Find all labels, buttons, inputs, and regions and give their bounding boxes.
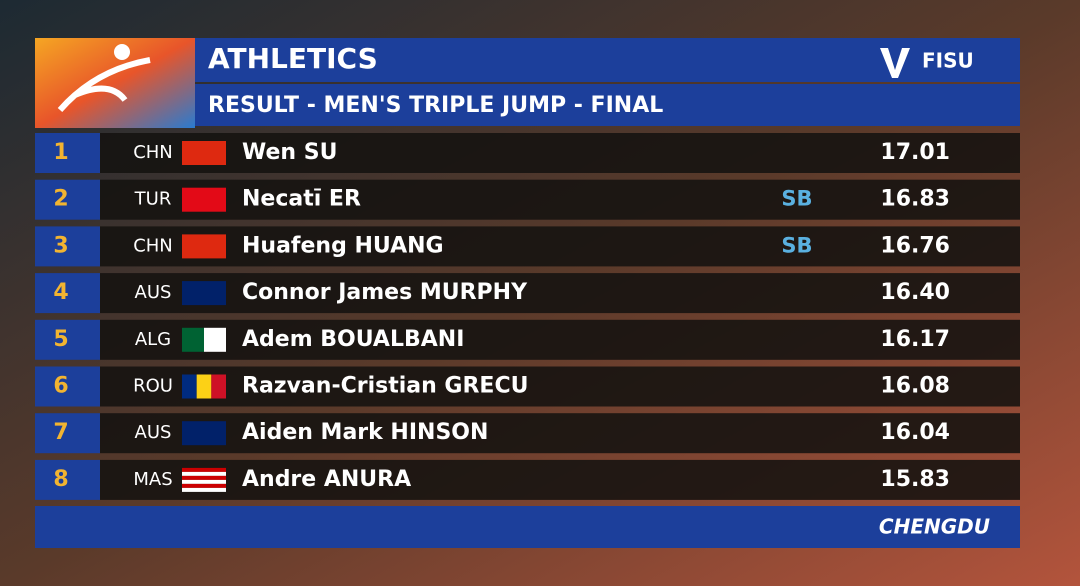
mark: 15.83 bbox=[880, 467, 950, 492]
rank: 6 bbox=[53, 374, 68, 399]
country: AUS bbox=[135, 282, 172, 303]
flag bbox=[182, 483, 226, 488]
flag bbox=[196, 374, 212, 399]
row-band bbox=[100, 413, 1020, 454]
location: CHENGDU bbox=[879, 515, 990, 539]
athlete-name: Wen SU bbox=[242, 140, 337, 165]
rank-box bbox=[35, 319, 100, 360]
rank-box bbox=[35, 366, 100, 407]
note: SB bbox=[781, 187, 812, 211]
athlete-name: Necatī ER bbox=[242, 187, 361, 212]
athlete-name: Adem BOUALBANI bbox=[242, 327, 464, 352]
title: ATHLETICS bbox=[208, 42, 378, 75]
country: ALG bbox=[135, 329, 171, 350]
rank-box bbox=[35, 226, 100, 267]
row-band bbox=[100, 459, 1020, 500]
rank: 7 bbox=[53, 420, 68, 445]
rank: 4 bbox=[53, 280, 68, 305]
rank-box bbox=[35, 133, 100, 173]
country: CHN bbox=[133, 235, 173, 256]
results: 1 CHN Wen SU 17.01 2 TUR Necatī ER SB 16.83 3 CHN H… bbox=[35, 133, 1020, 500]
flag bbox=[211, 374, 226, 399]
note: SB bbox=[781, 233, 812, 257]
flag bbox=[182, 374, 197, 399]
flag bbox=[182, 479, 226, 484]
title-band bbox=[35, 38, 1020, 82]
athlete-name: Aiden Mark HINSON bbox=[242, 420, 488, 445]
rank: 8 bbox=[53, 467, 68, 492]
flag bbox=[182, 281, 226, 306]
rank-box bbox=[35, 459, 100, 500]
rank: 5 bbox=[53, 327, 68, 352]
flag bbox=[182, 467, 226, 472]
row-band bbox=[100, 179, 1020, 220]
country: AUS bbox=[135, 422, 172, 443]
athlete-name: Razvan-Cristian GRECU bbox=[242, 374, 528, 399]
row-band bbox=[100, 273, 1020, 314]
mark: 16.08 bbox=[880, 374, 950, 399]
rank-box bbox=[35, 273, 100, 314]
rank-box bbox=[35, 179, 100, 220]
flag bbox=[182, 327, 204, 352]
mark: 16.83 bbox=[880, 187, 950, 212]
mark: 16.76 bbox=[880, 233, 950, 258]
flag bbox=[182, 187, 226, 212]
rank: 3 bbox=[53, 233, 68, 258]
country: MAS bbox=[133, 469, 172, 490]
mark: 16.40 bbox=[880, 280, 950, 305]
flag bbox=[204, 327, 226, 352]
rank-box bbox=[35, 413, 100, 454]
flag bbox=[182, 141, 226, 165]
row-band bbox=[100, 226, 1020, 267]
footer-band bbox=[35, 506, 1020, 548]
rank: 2 bbox=[53, 187, 68, 212]
subtitle-band bbox=[195, 84, 1020, 126]
flag bbox=[182, 475, 226, 480]
fisu-mark bbox=[880, 48, 910, 78]
row-band bbox=[100, 319, 1020, 360]
athlete-name: Andre ANURA bbox=[242, 467, 411, 492]
row-band bbox=[100, 366, 1020, 407]
rank: 1 bbox=[53, 140, 68, 165]
athlete-name: Connor James MURPHY bbox=[242, 280, 528, 305]
mark: 17.01 bbox=[880, 140, 950, 165]
subtitle: RESULT - MEN'S TRIPLE JUMP - FINAL bbox=[208, 93, 663, 118]
flag bbox=[182, 471, 226, 476]
flag bbox=[182, 234, 226, 259]
country: CHN bbox=[133, 142, 173, 163]
mark: 16.04 bbox=[880, 420, 950, 445]
mark: 16.17 bbox=[880, 327, 950, 352]
athlete-name: Huafeng HUANG bbox=[242, 233, 444, 258]
flag bbox=[182, 487, 226, 492]
row-band bbox=[100, 133, 1020, 173]
country: TUR bbox=[134, 189, 172, 210]
flag bbox=[182, 421, 226, 446]
fisu-logo: FISU bbox=[922, 49, 974, 73]
country: ROU bbox=[133, 376, 173, 397]
logo-head bbox=[114, 44, 130, 60]
logo-figure bbox=[57, 57, 151, 112]
